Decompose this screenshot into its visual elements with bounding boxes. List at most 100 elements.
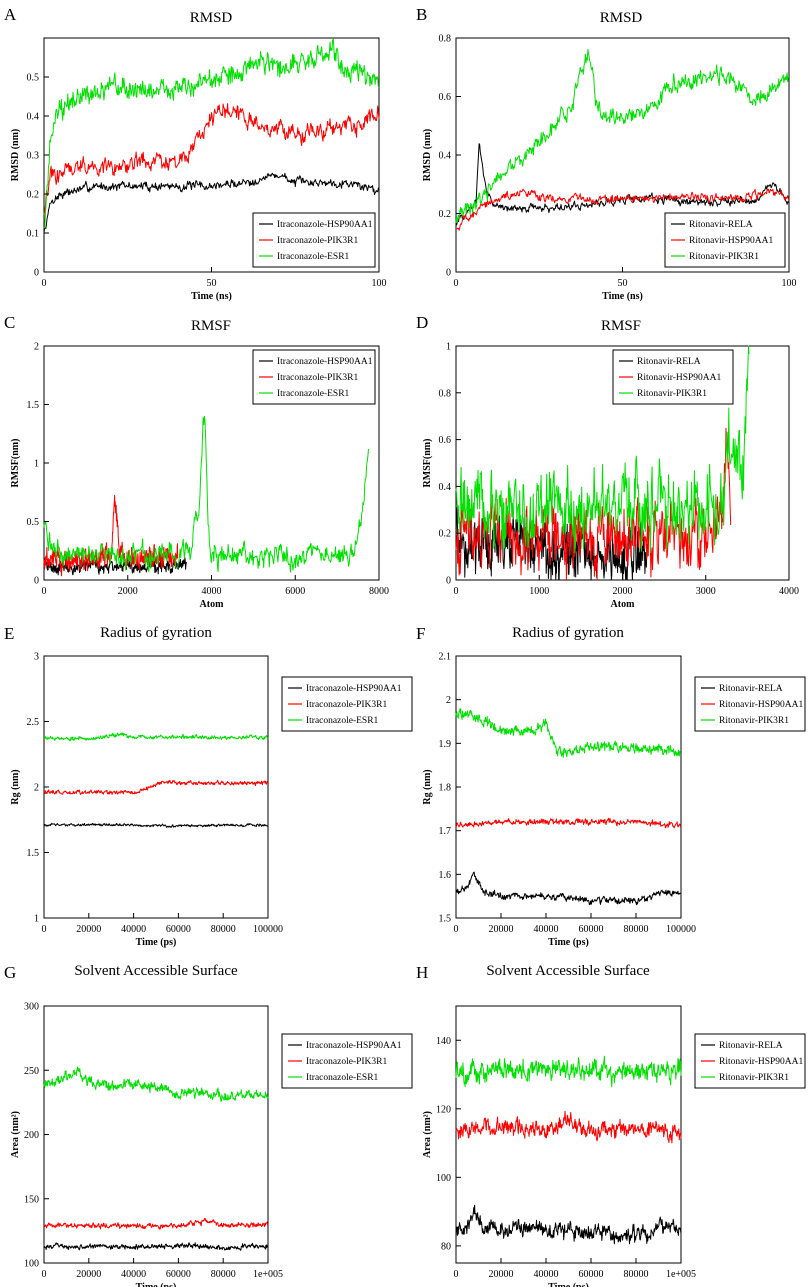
legend-box [281, 1033, 413, 1089]
legend: Itraconazole-HSP90AA1 Itraconazole-PIK3R1… [281, 676, 413, 732]
series-line-itraconazole-esr1 [43, 38, 380, 229]
x-tick-label: 2000 [613, 586, 633, 597]
y-tick-label: 0.5 [27, 517, 40, 528]
panel-letter: E [4, 624, 14, 643]
x-tick-label: 0 [454, 924, 459, 935]
x-tick-label: 0 [42, 924, 47, 935]
y-tick-label: 100 [436, 1173, 451, 1184]
y-tick-label: 1 [34, 459, 39, 470]
y-axis-label: Area (nm²) [10, 1111, 21, 1158]
panel-g: G Solvent Accessible Surface 0 20000 40000 60… [4, 963, 413, 1287]
y-tick-label: 2 [34, 342, 39, 353]
panel-f: F Radius of gyration 0 20000 40000 60000 80000… [416, 624, 806, 948]
y-tick-label: 0.1 [27, 229, 40, 240]
legend-label: Ritonavir-PIK3R1 [637, 389, 707, 399]
y-tick-label: 0.8 [439, 388, 452, 399]
legend: Ritonavir-RELA Ritonavir-HSP90AA1 Ritonavi… [612, 349, 734, 405]
y-tick-label: 0 [34, 576, 39, 587]
legend-label: Ritonavir-HSP90AA1 [689, 236, 774, 246]
legend-label: Ritonavir-RELA [637, 357, 701, 367]
legend-label: Itraconazole-HSP90AA1 [277, 220, 373, 230]
plot-frame [455, 655, 682, 919]
legend-label: Ritonavir-PIK3R1 [719, 1073, 789, 1083]
chart-title: RMSD [600, 10, 643, 26]
y-tick-label: 0 [446, 268, 451, 279]
legend-label: Itraconazole-PIK3R1 [306, 1057, 387, 1067]
x-tick-label: 80000 [624, 1269, 649, 1280]
legend-label: Itraconazole-ESR1 [306, 1073, 379, 1083]
legend: Itraconazole-HSP90AA1 Itraconazole-PIK3R1… [281, 1033, 413, 1089]
y-tick-label: 2 [446, 695, 451, 706]
y-tick-label: 250 [24, 1066, 39, 1077]
legend: Itraconazole-HSP90AA1 Itraconazole-PIK3R1… [252, 349, 376, 405]
x-tick-label: 4000 [779, 586, 799, 597]
y-tick-label: 0.4 [27, 112, 40, 123]
x-tick-label: 40000 [121, 924, 146, 935]
y-tick-label: 2 [34, 783, 39, 794]
series-line-itraconazole-pik3r1 [43, 779, 269, 795]
y-axis-label: Area (nm²) [422, 1111, 433, 1158]
x-tick-label: 0 [42, 586, 47, 597]
y-tick-label: 0.4 [439, 482, 452, 493]
series-line-itraconazole-esr1 [43, 415, 369, 573]
y-axis-label: RMSF(nm) [10, 439, 21, 488]
legend-label: Ritonavir-PIK3R1 [689, 252, 759, 262]
chart-title: Radius of gyration [100, 625, 212, 641]
legend-label: Itraconazole-ESR1 [277, 252, 350, 262]
legend-label: Itraconazole-ESR1 [306, 716, 379, 726]
chart-title: Radius of gyration [512, 625, 624, 641]
x-axis-label: Time (ps) [548, 937, 589, 948]
x-tick-label: 100000 [666, 924, 696, 935]
x-tick-label: 60000 [166, 924, 191, 935]
y-tick-label: 0.3 [27, 151, 40, 162]
x-axis-label: Atom [611, 599, 636, 610]
x-tick-label: 6000 [285, 586, 305, 597]
x-tick-label: 0 [454, 1269, 459, 1280]
legend-label: Itraconazole-HSP90AA1 [306, 1041, 402, 1051]
y-tick-label: 1.5 [439, 914, 452, 925]
y-tick-label: 140 [436, 1036, 451, 1047]
y-tick-label: 1.9 [439, 739, 452, 750]
y-axis-label: RMSF(nm) [422, 439, 433, 488]
series-line-itraconazole-hsp90aa1 [43, 1242, 269, 1251]
chart-title: Solvent Accessible Surface [74, 963, 238, 979]
x-axis-label: Time (ps) [136, 1282, 177, 1287]
series-line-itraconazole-esr1 [43, 1066, 269, 1102]
y-tick-label: 1.7 [439, 826, 452, 837]
chart-title: Solvent Accessible Surface [486, 963, 650, 979]
y-axis-label: Rg (nm) [422, 769, 433, 804]
y-tick-label: 120 [436, 1104, 451, 1115]
series-line-ritonavir-hsp90aa1 [455, 1110, 682, 1144]
series-line-ritonavir-pik3r1 [455, 708, 682, 758]
legend-label: Itraconazole-PIK3R1 [277, 236, 358, 246]
x-axis-label: Time (ns) [602, 291, 643, 302]
series-line-ritonavir-rela [455, 143, 790, 226]
x-tick-label: 20000 [76, 1269, 101, 1280]
series-line-itraconazole-pik3r1 [43, 494, 179, 577]
x-tick-label: 0 [42, 278, 47, 289]
x-tick-label: 20000 [489, 1269, 514, 1280]
y-tick-label: 1.5 [27, 400, 40, 411]
x-tick-label: 80000 [211, 1269, 236, 1280]
y-tick-label: 1.5 [27, 848, 40, 859]
legend-label: Ritonavir-HSP90AA1 [637, 373, 722, 383]
legend-label: Itraconazole-PIK3R1 [306, 700, 387, 710]
series-line-ritonavir-rela [455, 871, 682, 906]
chart-title: RMSD [190, 10, 233, 26]
panel-letter: B [416, 5, 427, 24]
series-line-ritonavir-pik3r1 [455, 1055, 682, 1088]
y-tick-label: 1.6 [439, 870, 452, 881]
legend-label: Itraconazole-HSP90AA1 [306, 684, 402, 694]
x-tick-label: 1e+005 [253, 1269, 283, 1280]
panel-letter: H [416, 963, 428, 982]
x-tick-label: 50 [618, 278, 628, 289]
legend-label: Itraconazole-HSP90AA1 [277, 357, 373, 367]
series-line-ritonavir-rela [455, 1204, 682, 1245]
x-tick-label: 60000 [579, 924, 604, 935]
plot-frame [43, 655, 269, 919]
x-tick-label: 80000 [211, 924, 236, 935]
y-tick-label: 0.5 [27, 73, 40, 84]
series-line-ritonavir-pik3r1 [455, 49, 790, 223]
y-tick-label: 1 [34, 914, 39, 925]
